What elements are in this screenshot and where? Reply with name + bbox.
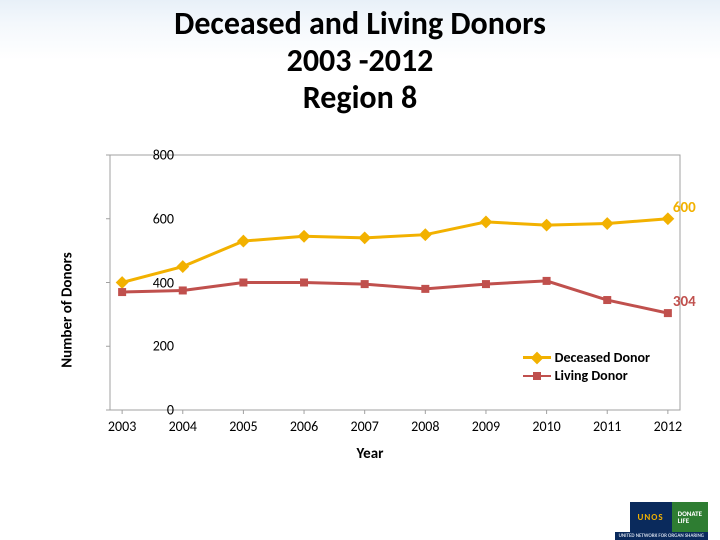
x-tick: 2010 — [522, 418, 572, 435]
x-tick: 2005 — [218, 418, 268, 435]
title-line-2: 2003 -2012 — [0, 43, 720, 80]
x-tick: 2011 — [582, 418, 632, 435]
y-tick: 200 — [134, 338, 174, 355]
footer-subtitle: UNITED NETWORK FOR ORGAN SHARING — [615, 532, 708, 540]
y-tick: 800 — [134, 147, 174, 164]
donate-life-logo: DONATE LIFE — [672, 502, 708, 532]
x-axis-label: Year — [357, 445, 384, 463]
slide-title: Deceased and Living Donors 2003 -2012 Re… — [0, 0, 720, 116]
series-end-label: 304 — [673, 293, 696, 311]
chart-container: Number of Donors 0200400600800 200320042… — [50, 155, 690, 465]
title-line-3: Region 8 — [0, 80, 720, 117]
y-axis-label: Number of Donors — [59, 252, 77, 367]
legend-label: Deceased Donor — [555, 349, 650, 367]
x-tick: 2004 — [158, 418, 208, 435]
x-tick: 2008 — [400, 418, 450, 435]
legend-label: Living Donor — [555, 367, 628, 385]
legend: Deceased DonorLiving Donor — [523, 349, 650, 385]
y-tick: 600 — [134, 210, 174, 227]
x-tick: 2007 — [340, 418, 390, 435]
legend-item: Living Donor — [523, 367, 650, 385]
unos-logo-text: UNOS — [630, 502, 672, 532]
footer-logo: UNOS DONATE LIFE UNITED NETWORK FOR ORGA… — [630, 502, 709, 532]
x-tick: 2009 — [461, 418, 511, 435]
y-tick: 400 — [134, 274, 174, 291]
donate-text-2: LIFE — [678, 517, 702, 524]
legend-item: Deceased Donor — [523, 349, 650, 367]
x-tick: 2012 — [643, 418, 693, 435]
x-tick: 2003 — [97, 418, 147, 435]
y-tick: 0 — [134, 402, 174, 419]
legend-swatch — [523, 352, 551, 364]
title-line-1: Deceased and Living Donors — [0, 6, 720, 43]
x-tick: 2006 — [279, 418, 329, 435]
series-end-label: 600 — [673, 199, 696, 217]
legend-swatch — [523, 370, 551, 382]
